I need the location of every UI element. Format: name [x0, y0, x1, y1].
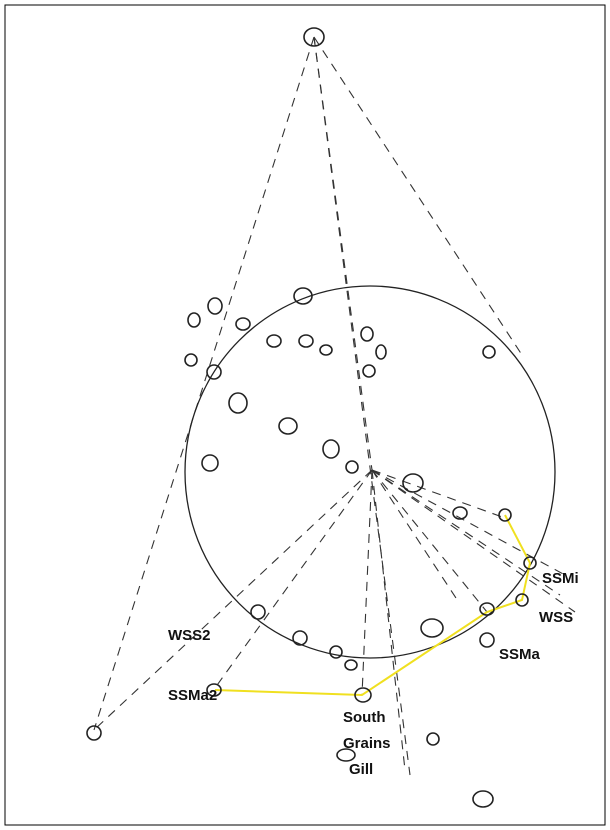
stone-label: SSMa: [499, 646, 541, 663]
stone-label: WSS: [539, 609, 573, 626]
frame: [4, 4, 606, 826]
stone-label: South: [343, 709, 386, 726]
alignment-line: [214, 514, 532, 697]
stone-label: SSMi: [542, 570, 579, 587]
stone-label: Gill: [349, 761, 373, 778]
stone-label: Grains: [343, 735, 391, 752]
stone-circle: [184, 285, 556, 659]
stone-label: WSS2: [168, 627, 211, 644]
stone-label: SSMa2: [168, 687, 217, 704]
stones: [86, 27, 537, 808]
